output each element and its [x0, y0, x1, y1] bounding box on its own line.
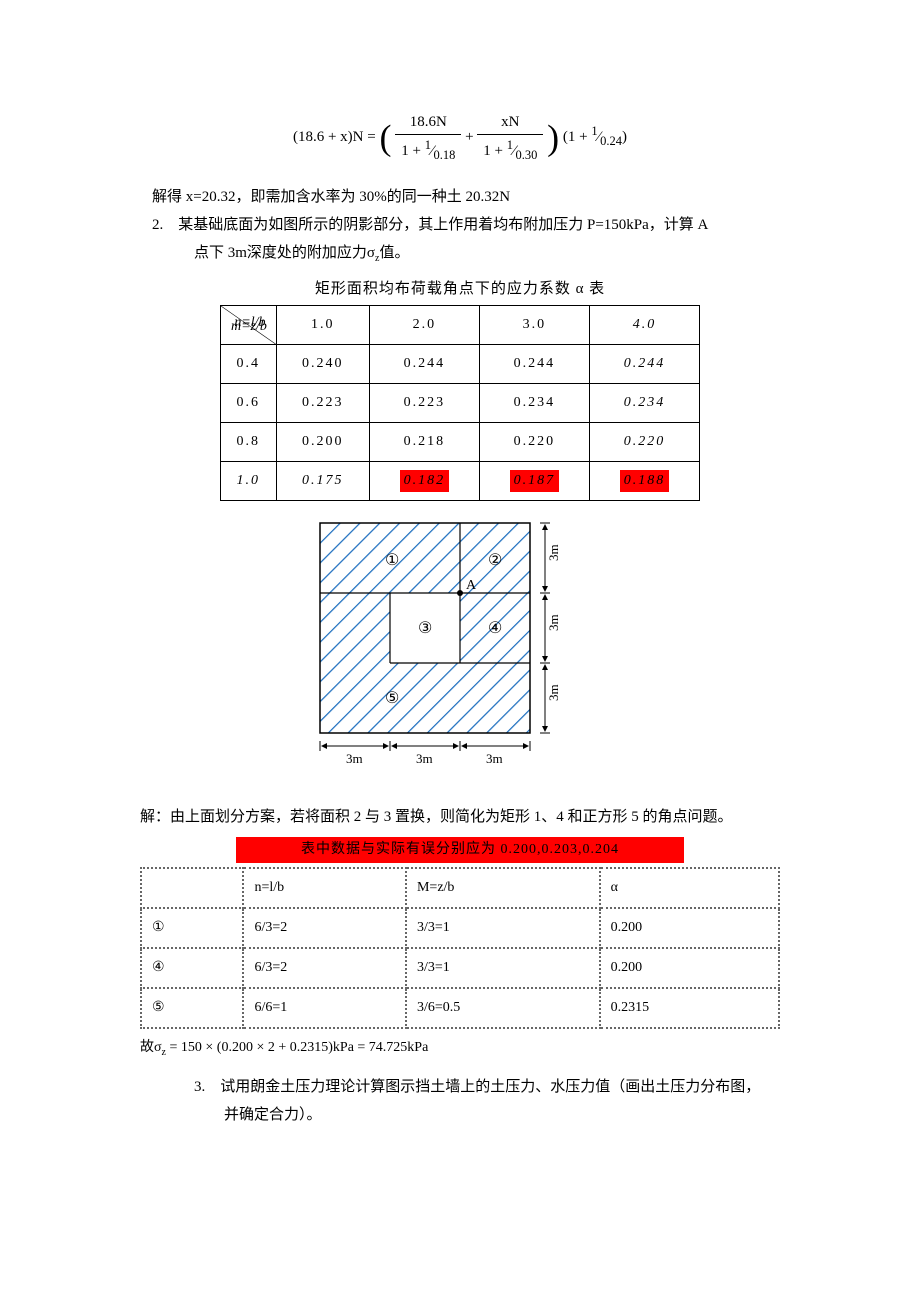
svg-text:3m: 3m: [486, 751, 503, 766]
row1-m: 0.6: [221, 384, 277, 423]
row2-v1: 0.218: [369, 423, 479, 462]
plus-sign: +: [465, 129, 477, 145]
row2-v2: 0.220: [479, 423, 589, 462]
header-m: m=z/b: [231, 316, 267, 338]
sol-r1c0: ④: [141, 948, 243, 988]
question-2-line1: 2. 某基础底面为如图所示的阴影部分，其上作用着均布附加压力 P=150kPa，…: [152, 213, 780, 237]
sol-row-1: ④ 6/3=2 3/3=1 0.200: [141, 948, 779, 988]
row0-m: 0.4: [221, 345, 277, 384]
row0-v1: 0.244: [369, 345, 479, 384]
svg-text:⑤: ⑤: [385, 690, 399, 707]
eq-frac1-den: 1 + 1⁄0.18: [395, 135, 461, 165]
col-1-header: 1.0: [276, 306, 369, 345]
svg-text:④: ④: [488, 620, 502, 637]
svg-text:3m: 3m: [546, 684, 561, 701]
row1-v2: 0.234: [479, 384, 589, 423]
svg-text:A: A: [466, 578, 477, 593]
eq-frac2-num: xN: [477, 110, 543, 135]
row3-v1: 0.182: [369, 462, 479, 501]
sol-r2c0: ⑤: [141, 988, 243, 1028]
question-3-line1: 3. 试用朗金土压力理论计算图示挡土墙上的土压力、水压力值（画出土压力分布图，: [194, 1075, 780, 1099]
row3-m: 1.0: [221, 462, 277, 501]
row0-v3: 0.244: [589, 345, 699, 384]
sol-r0c2: 3/3=1: [406, 908, 600, 948]
sol-r2c3: 0.2315: [600, 988, 779, 1028]
row0-v2: 0.244: [479, 345, 589, 384]
row2-v0: 0.200: [276, 423, 369, 462]
row2-v3: 0.220: [589, 423, 699, 462]
alpha-row-3: 1.0 0.175 0.182 0.187 0.188: [221, 462, 700, 501]
sol-h0: [141, 868, 243, 908]
correction-note: 表中数据与实际有误分别应为 0.200,0.203,0.204: [236, 837, 684, 863]
svg-text:②: ②: [488, 552, 502, 569]
sol-r2c2: 3/6=0.5: [406, 988, 600, 1028]
sol-r0c3: 0.200: [600, 908, 779, 948]
svg-text:3m: 3m: [416, 751, 433, 766]
alpha-row-1: 0.6 0.223 0.223 0.234 0.234: [221, 384, 700, 423]
solution-table: n=l/b M=z/b α ① 6/3=2 3/3=1 0.200 ④ 6/3=…: [140, 867, 780, 1029]
sol-head-row: n=l/b M=z/b α: [141, 868, 779, 908]
sol-h2: M=z/b: [406, 868, 600, 908]
eq-frac2-den: 1 + 1⁄0.30: [477, 135, 543, 165]
svg-text:3m: 3m: [546, 614, 561, 631]
row3-v0: 0.175: [276, 462, 369, 501]
row0-v0: 0.240: [276, 345, 369, 384]
row1-v1: 0.223: [369, 384, 479, 423]
eq-mult: (1 + 1⁄0.24): [563, 129, 627, 145]
svg-text:③: ③: [418, 620, 432, 637]
table-header-row: n=l/b m=z/b 1.0 2.0 3.0 4.0: [221, 306, 700, 345]
sol-r1c2: 3/3=1: [406, 948, 600, 988]
row3-v3: 0.188: [589, 462, 699, 501]
eq-frac-2: xN 1 + 1⁄0.30: [477, 110, 543, 165]
col-3-header: 3.0: [479, 306, 589, 345]
alpha-table: n=l/b m=z/b 1.0 2.0 3.0 4.0 0.4 0.240 0.…: [220, 305, 700, 501]
svg-text:3m: 3m: [546, 544, 561, 561]
sol-r0c1: 6/3=2: [243, 908, 405, 948]
svg-text:①: ①: [385, 552, 399, 569]
sol-r1c1: 6/3=2: [243, 948, 405, 988]
col-2-header: 2.0: [369, 306, 479, 345]
alpha-row-2: 0.8 0.200 0.218 0.220 0.220: [221, 423, 700, 462]
eq-lhs: (18.6 + x)N =: [293, 129, 376, 145]
paren-open: (: [379, 118, 391, 158]
question-2-line2: 点下 3m深度处的附加应力σz值。: [194, 241, 780, 267]
foundation-diagram: A ① ② ③ ④ ⑤ 3m 3m 3m: [140, 513, 780, 791]
equation-1: (18.6 + x)N = ( 18.6N 1 + 1⁄0.18 + xN 1 …: [140, 110, 780, 165]
row1-v0: 0.223: [276, 384, 369, 423]
solution-paragraph: 解：由上面划分方案，若将面积 2 与 3 置换，则简化为矩形 1、4 和正方形 …: [140, 805, 780, 829]
sol-r1c3: 0.200: [600, 948, 779, 988]
svg-text:3m: 3m: [346, 751, 363, 766]
eq-frac1-num: 18.6N: [395, 110, 461, 135]
sol-r0c0: ①: [141, 908, 243, 948]
table-caption-alpha: 矩形面积均布荷载角点下的应力系数 α 表: [140, 277, 780, 301]
row3-v2: 0.187: [479, 462, 589, 501]
alpha-row-0: 0.4 0.240 0.244 0.244 0.244: [221, 345, 700, 384]
diag-header-cell: n=l/b m=z/b: [221, 306, 277, 345]
sol-h3: α: [600, 868, 779, 908]
sol-r2c1: 6/6=1: [243, 988, 405, 1028]
paren-close: ): [547, 118, 559, 158]
paragraph-solution-x: 解得 x=20.32，即需加含水率为 30%的同一种土 20.32N: [152, 185, 780, 209]
sol-h1: n=l/b: [243, 868, 405, 908]
sol-row-2: ⑤ 6/6=1 3/6=0.5 0.2315: [141, 988, 779, 1028]
sigma-result: 故σz = 150 × (0.200 × 2 + 0.2315)kPa = 74…: [140, 1037, 780, 1061]
col-4-header: 4.0: [589, 306, 699, 345]
row1-v3: 0.234: [589, 384, 699, 423]
row2-m: 0.8: [221, 423, 277, 462]
eq-frac-1: 18.6N 1 + 1⁄0.18: [395, 110, 461, 165]
question-3-line2: 并确定合力）。: [224, 1103, 780, 1127]
sol-row-0: ① 6/3=2 3/3=1 0.200: [141, 908, 779, 948]
